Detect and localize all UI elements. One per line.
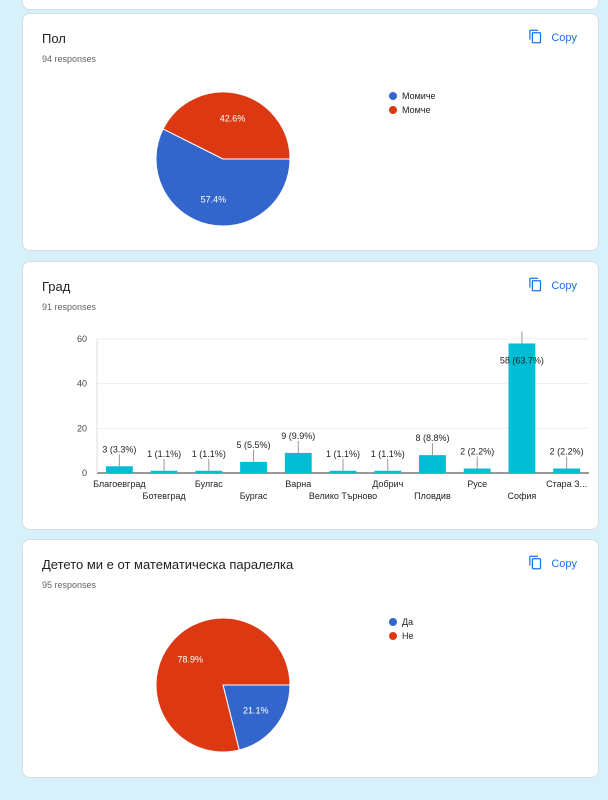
x-tick-label: София: [508, 491, 537, 501]
copy-label: Copy: [551, 558, 577, 570]
bar-data-label: 2 (2.2%): [460, 447, 494, 457]
bar: [195, 470, 223, 473]
bar-data-label: 3 (3.3%): [102, 444, 136, 454]
legend-item: Да: [389, 615, 414, 629]
pie-slice-1: [155, 617, 291, 753]
legend-swatch: [389, 92, 397, 100]
x-tick-label: Ботевград: [143, 491, 187, 501]
bar-data-label: 8 (8.8%): [415, 433, 449, 443]
copy-chart-button[interactable]: Copy: [528, 277, 577, 295]
legend-item: Не: [389, 629, 414, 643]
x-tick-label: Пловдив: [414, 491, 451, 501]
bar-data-label: 1 (1.1%): [371, 449, 405, 459]
bar: [419, 455, 446, 473]
x-tick-label: Стара З...: [546, 479, 587, 489]
bar: [374, 470, 402, 473]
bar-data-label: 5 (5.5%): [237, 440, 271, 450]
bar-data-label: 9 (9.9%): [281, 431, 315, 441]
pie-slice-label: 21.1%: [243, 706, 269, 716]
bar-data-label: 1 (1.1%): [326, 449, 360, 459]
bar-data-label: 58 (63.7%): [500, 355, 544, 365]
bar-data-label: 2 (2.2%): [550, 447, 584, 457]
legend-item: Момиче: [389, 89, 436, 103]
bar: [329, 470, 357, 473]
pie-slice-0: [155, 128, 291, 227]
bar: [553, 468, 581, 473]
y-tick-label: 0: [82, 468, 87, 478]
legend-swatch: [389, 106, 397, 114]
pie-slice-label: 57.4%: [201, 194, 227, 204]
legend-swatch: [389, 618, 397, 626]
response-count: 95 responses: [42, 580, 97, 590]
bar-chart: 0 20 40 60 3 (3.3%) Благоевград 1 (1.1%) Ботевг…: [77, 331, 589, 501]
question-card-gender: Пол 94 responses Copy 57.4% 42.6% Момиче М…: [22, 13, 599, 251]
response-count: 94 responses: [42, 54, 97, 64]
x-tick-label: Варна: [285, 479, 311, 489]
copy-icon: [528, 555, 543, 573]
bar: [463, 468, 491, 473]
x-tick-label: Благоевград: [93, 479, 146, 489]
x-tick-label: Русе: [467, 479, 487, 489]
question-card-math-class: Детето ми е от математическа паралелка 9…: [22, 539, 599, 778]
legend-label: Да: [402, 617, 414, 627]
pie-slice-0: [222, 684, 291, 751]
response-count: 91 responses: [42, 302, 97, 312]
pie-chart: 21.1% 78.9%: [155, 617, 291, 753]
legend-label: Не: [402, 631, 414, 641]
bar: [284, 452, 312, 473]
x-tick-label: Бургас: [240, 491, 268, 501]
bar: [240, 461, 267, 473]
copy-chart-button[interactable]: Copy: [528, 29, 577, 47]
question-title: Град: [42, 279, 71, 294]
y-tick-label: 60: [77, 334, 87, 344]
copy-icon: [528, 277, 543, 295]
bar: [105, 466, 133, 473]
chart-legend: Да Не: [389, 615, 414, 643]
pie-slice-label: 42.6%: [220, 114, 246, 124]
x-tick-label: Булгас: [195, 479, 223, 489]
legend-label: Момиче: [402, 91, 436, 101]
question-title: Пол: [42, 31, 66, 46]
legend-swatch: [389, 632, 397, 640]
x-tick-label: Добрич: [372, 479, 403, 489]
legend-label: Момче: [402, 105, 431, 115]
question-card-city: Град 91 responses Copy 0 20 40 60 3 (3.3%) Бл…: [22, 261, 599, 530]
question-title: Детето ми е от математическа паралелка: [42, 557, 294, 572]
copy-label: Copy: [551, 280, 577, 292]
chart-legend: Момиче Момче: [389, 89, 436, 117]
pie-chart: 57.4% 42.6%: [155, 91, 291, 227]
bar-data-label: 1 (1.1%): [192, 449, 226, 459]
previous-question-card: [22, 0, 599, 10]
copy-label: Copy: [551, 32, 577, 44]
x-tick-label: Велико Търново: [309, 491, 377, 501]
pie-slice-1: [162, 91, 291, 160]
y-tick-label: 20: [77, 423, 87, 433]
bar-data-label: 1 (1.1%): [147, 449, 181, 459]
pie-slice-label: 78.9%: [177, 654, 203, 664]
bar: [508, 343, 536, 473]
legend-item: Момче: [389, 103, 436, 117]
copy-chart-button[interactable]: Copy: [528, 555, 577, 573]
copy-icon: [528, 29, 543, 47]
bar: [150, 470, 178, 473]
y-tick-label: 40: [77, 379, 87, 389]
